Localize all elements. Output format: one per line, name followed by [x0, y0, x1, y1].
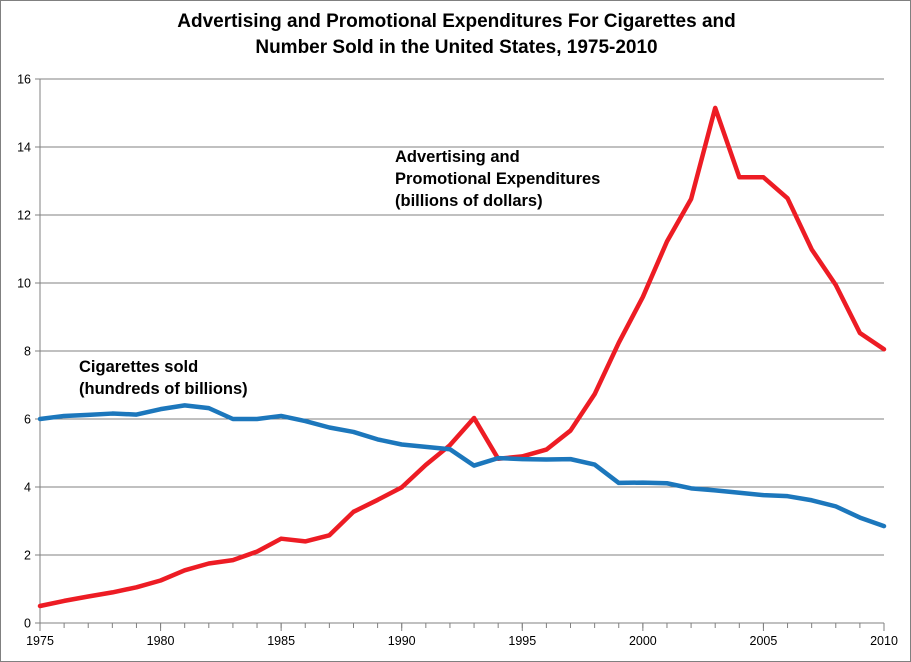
x-tick-label-1990: 1990: [388, 634, 416, 648]
series-line-cigarettes-sold: [37, 403, 887, 529]
x-tick-label-1980: 1980: [147, 634, 175, 648]
y-tick-label-16: 16: [17, 73, 31, 87]
gridlines-group: [40, 78, 884, 556]
series-line-advertising-expenditures: [37, 105, 887, 609]
y-tick-label-12: 12: [17, 209, 31, 223]
x-tick-label-2010: 2010: [870, 634, 898, 648]
annotation-advertising-expenditures: Advertising and Promotional Expenditures…: [395, 148, 601, 210]
x-minor-ticks-group: [39, 623, 885, 628]
data-series-group: [37, 105, 887, 609]
y-tick-label-6: 6: [24, 413, 31, 427]
x-tick-label-2005: 2005: [750, 634, 778, 648]
x-tick-label-1975: 1975: [26, 634, 54, 648]
x-axis-tick-labels: 1975 1980 1985 1990 1995 2000 2005 2010: [26, 634, 898, 648]
x-major-ticks-group: [39, 623, 885, 631]
x-tick-label-1985: 1985: [267, 634, 295, 648]
annotation-cigarettes-sold: Cigarettes sold (hundreds of billions): [79, 358, 248, 398]
y-tick-label-10: 10: [17, 277, 31, 291]
y-tick-label-2: 2: [24, 549, 31, 563]
y-tick-label-0: 0: [24, 617, 31, 631]
axis-lines: [39, 79, 884, 624]
x-tick-label-2000: 2000: [629, 634, 657, 648]
y-tick-label-8: 8: [24, 345, 31, 359]
y-tick-marks-group: [35, 78, 40, 624]
y-axis-tick-labels: 0 2 4 6 8 10 12 14 16: [17, 73, 31, 631]
chart-title: Advertising and Promotional Expenditures…: [177, 11, 736, 58]
y-tick-label-4: 4: [24, 481, 31, 495]
x-tick-label-1995: 1995: [508, 634, 536, 648]
y-tick-label-14: 14: [17, 141, 31, 155]
